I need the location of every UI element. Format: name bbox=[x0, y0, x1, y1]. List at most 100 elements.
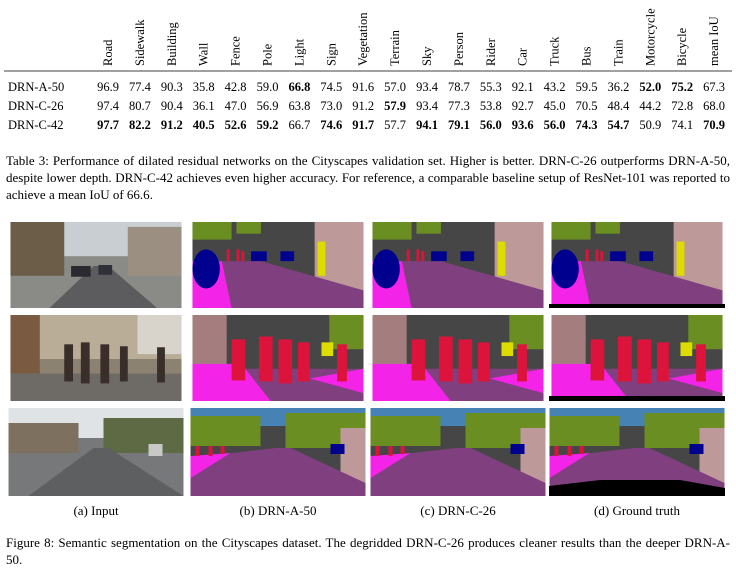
column-header: Bus bbox=[580, 46, 594, 66]
cell: 56.0 bbox=[544, 118, 566, 132]
cell: 91.2 bbox=[161, 118, 183, 132]
cell: 44.2 bbox=[639, 99, 661, 113]
column-header: Sky bbox=[420, 46, 434, 66]
table-caption: Table 3: Performance of dilated residual… bbox=[6, 153, 730, 202]
cell: 79.1 bbox=[448, 118, 470, 132]
cell: 36.1 bbox=[193, 99, 215, 113]
column-header: Motorcycle bbox=[643, 8, 657, 66]
cell: 90.3 bbox=[161, 80, 183, 94]
cell: 93.4 bbox=[416, 99, 439, 113]
cell: 56.9 bbox=[257, 99, 279, 113]
cell: 77.3 bbox=[448, 99, 470, 113]
cell: 93.6 bbox=[512, 118, 534, 132]
image-grid bbox=[8, 222, 725, 496]
input-image bbox=[8, 408, 184, 496]
cell: 48.4 bbox=[607, 99, 630, 113]
column-header: Rider bbox=[484, 37, 498, 66]
column-header: Sidewalk bbox=[133, 19, 147, 66]
cell: 94.1 bbox=[416, 118, 438, 132]
column-header: Train bbox=[611, 39, 625, 66]
column-header: Vegetation bbox=[356, 12, 370, 66]
cell: 75.2 bbox=[671, 80, 693, 94]
cell: 59.5 bbox=[576, 80, 598, 94]
cell: 57.7 bbox=[384, 118, 406, 132]
segmentation bbox=[551, 222, 723, 308]
cell: 59.0 bbox=[257, 80, 279, 94]
segmentation bbox=[192, 315, 364, 401]
cell: 74.6 bbox=[320, 118, 342, 132]
cell: 90.4 bbox=[161, 99, 184, 113]
column-header: Fence bbox=[229, 36, 243, 66]
cell: 96.9 bbox=[97, 80, 119, 94]
segmentation bbox=[192, 222, 364, 308]
row-label: DRN-C-26 bbox=[8, 99, 64, 113]
cell: 55.3 bbox=[480, 80, 502, 94]
cell: 91.6 bbox=[352, 80, 374, 94]
cell: 91.2 bbox=[352, 99, 374, 113]
cell: 68.0 bbox=[703, 99, 725, 113]
segmentation bbox=[190, 408, 366, 496]
cell: 74.5 bbox=[320, 80, 342, 94]
cell: 70.9 bbox=[703, 118, 725, 132]
cell: 82.2 bbox=[129, 118, 151, 132]
cell: 78.7 bbox=[448, 80, 470, 94]
column-header: Pole bbox=[261, 43, 275, 66]
cell: 67.3 bbox=[703, 80, 725, 94]
cell: 91.7 bbox=[352, 118, 374, 132]
cell: 73.0 bbox=[320, 99, 342, 113]
segmentation bbox=[372, 315, 544, 401]
cell: 66.8 bbox=[288, 80, 310, 94]
cell: 63.8 bbox=[288, 99, 310, 113]
column-header: Terrain bbox=[388, 29, 402, 66]
cell: 66.7 bbox=[288, 118, 310, 132]
cell: 52.0 bbox=[639, 80, 661, 94]
cell: 80.7 bbox=[129, 99, 151, 113]
column-header: Road bbox=[101, 39, 115, 66]
cell: 56.0 bbox=[480, 118, 502, 132]
subcaption: (b) DRN-A-50 bbox=[239, 503, 317, 518]
cell: 43.2 bbox=[544, 80, 566, 94]
cell: 97.4 bbox=[97, 99, 120, 113]
column-header: Car bbox=[516, 47, 530, 66]
column-header: Sign bbox=[324, 42, 338, 66]
cell: 74.1 bbox=[671, 118, 693, 132]
row-label: DRN-A-50 bbox=[8, 80, 64, 94]
segmentation bbox=[551, 315, 723, 401]
cell: 40.5 bbox=[193, 118, 215, 132]
cell: 45.0 bbox=[544, 99, 566, 113]
cell: 42.8 bbox=[225, 80, 247, 94]
cell: 74.3 bbox=[576, 118, 598, 132]
cell: 53.8 bbox=[480, 99, 502, 113]
cell: 72.8 bbox=[671, 99, 693, 113]
cell: 92.1 bbox=[512, 80, 534, 94]
cell: 50.9 bbox=[639, 118, 661, 132]
input-image bbox=[10, 315, 182, 401]
cell: 54.7 bbox=[607, 118, 629, 132]
cell: 93.4 bbox=[416, 80, 439, 94]
cell: 92.7 bbox=[512, 99, 534, 113]
subcaption: (c) DRN-C-26 bbox=[420, 503, 496, 518]
cell: 97.7 bbox=[97, 118, 119, 132]
cell: 57.9 bbox=[384, 99, 406, 113]
cell: 59.2 bbox=[257, 118, 279, 132]
figure-caption: Figure 8: Semantic segmentation on the C… bbox=[6, 535, 730, 567]
segmentation bbox=[370, 408, 546, 496]
input-image bbox=[10, 222, 182, 308]
figure-images bbox=[8, 222, 725, 496]
cell: 47.0 bbox=[225, 99, 247, 113]
segmentation bbox=[372, 222, 544, 308]
column-header: mean IoU bbox=[707, 16, 721, 66]
column-header: Light bbox=[292, 38, 306, 66]
cell: 77.4 bbox=[129, 80, 152, 94]
column-header: Wall bbox=[197, 42, 211, 66]
cell: 52.6 bbox=[225, 118, 247, 132]
cell: 70.5 bbox=[576, 99, 598, 113]
cell: 35.8 bbox=[193, 80, 215, 94]
subcaption: (d) Ground truth bbox=[594, 503, 680, 518]
cell: 57.0 bbox=[384, 80, 406, 94]
column-header: Person bbox=[452, 31, 466, 66]
column-header: Building bbox=[165, 21, 179, 66]
column-header: Bicycle bbox=[675, 27, 689, 66]
column-header: Truck bbox=[548, 36, 562, 66]
